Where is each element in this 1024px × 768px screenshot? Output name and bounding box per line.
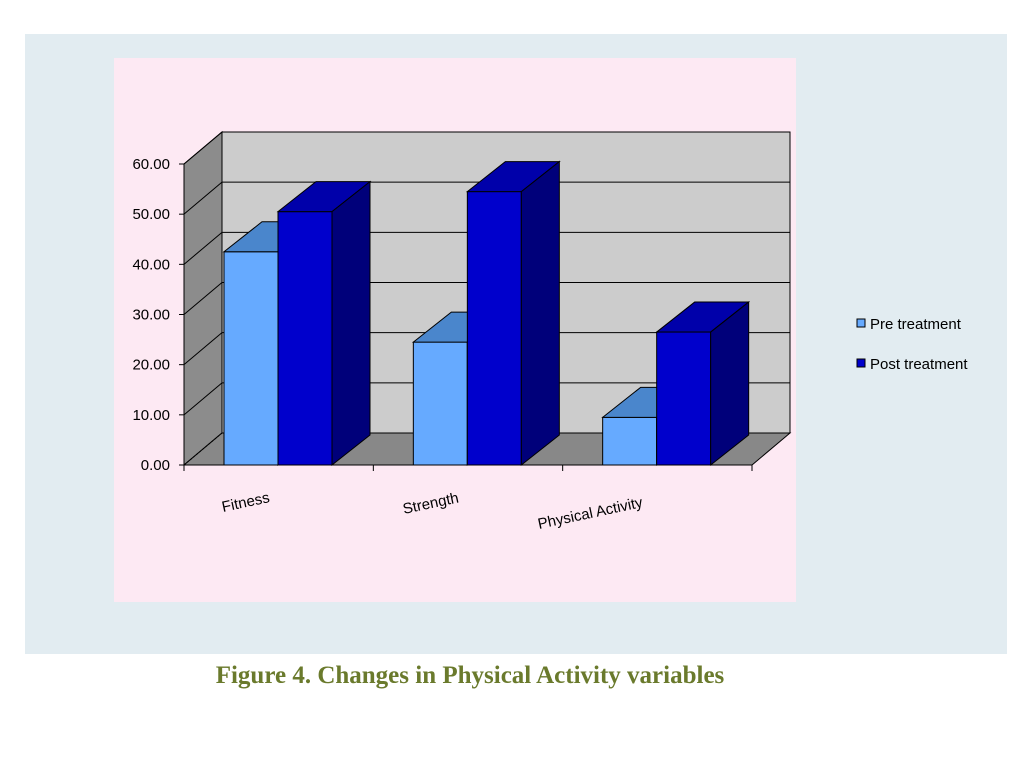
gridline — [183, 131, 790, 165]
category-label: Strength — [401, 489, 460, 517]
legend-entry: Post treatment — [856, 356, 968, 373]
x-axis-labels: Fitness Strength Physical Activity — [220, 489, 644, 533]
gridline — [183, 231, 790, 265]
bar-front — [466, 191, 522, 466]
category-label: Physical Activity — [536, 494, 644, 533]
bar-front — [223, 251, 279, 466]
bar-front — [656, 331, 712, 466]
y-tick-label: 30.00 — [132, 307, 170, 324]
bar-side — [331, 180, 371, 467]
bar-post-treatment-fitness — [276, 180, 372, 467]
y-tick-label: 0.00 — [141, 457, 170, 474]
y-axis-ticks: 0.00 10.00 20.00 30.00 40.00 50.00 60.00 — [132, 156, 184, 474]
legend-swatch — [856, 318, 866, 328]
bar-front — [602, 416, 658, 466]
gridlines — [183, 131, 790, 466]
gridline — [183, 432, 223, 466]
bar-post-treatment-physical-activity — [655, 301, 751, 467]
gridline — [183, 282, 790, 315]
legend: Pre treatment Post treatment — [856, 316, 968, 373]
legend-swatch — [856, 358, 866, 368]
gridline — [183, 332, 790, 366]
legend-label: Post treatment — [870, 356, 968, 373]
bar-side — [520, 160, 560, 467]
bars — [222, 160, 751, 467]
legend-label: Pre treatment — [870, 316, 962, 333]
y-tick-label: 10.00 — [132, 407, 170, 424]
y-tick-label: 60.00 — [132, 156, 170, 173]
y-tick-label: 20.00 — [132, 357, 170, 374]
bar-front — [277, 211, 333, 466]
y-tick-label: 40.00 — [132, 256, 170, 273]
y-tick-label: 50.00 — [132, 206, 170, 223]
bar-front — [412, 341, 468, 466]
bar-post-treatment-strength — [465, 160, 561, 467]
gridline — [183, 382, 790, 416]
legend-entry: Pre treatment — [856, 316, 962, 333]
bar-chart: 0.00 10.00 20.00 30.00 40.00 50.00 60.00 Fitne… — [132, 130, 968, 533]
category-label: Fitness — [220, 489, 271, 516]
figure-caption: Figure 4. Changes in Physical Activity v… — [215, 662, 725, 689]
bar-side — [710, 301, 750, 467]
gridline — [183, 181, 790, 215]
